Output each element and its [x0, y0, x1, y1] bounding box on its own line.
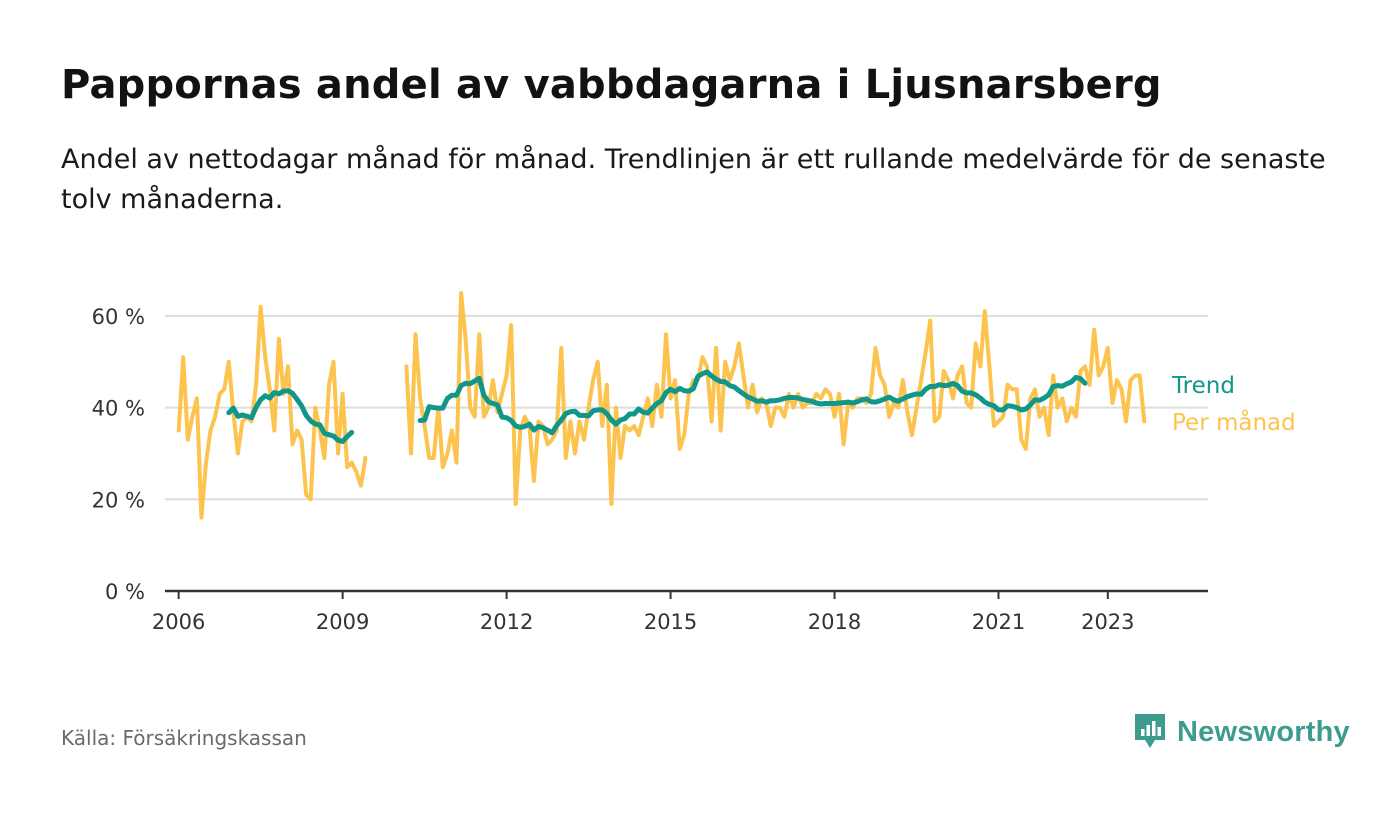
newsworthy-logo-text: Newsworthy [1177, 715, 1350, 748]
series-line-trend [226, 369, 1088, 444]
chart-title: Pappornas andel av vabbdagarna i Ljusnar… [61, 62, 1162, 108]
chart-subtitle: Andel av nettodagar månad för månad. Tre… [61, 144, 1326, 215]
x-tick-label: 2006 [152, 610, 205, 634]
x-tick-label: 2009 [316, 610, 369, 634]
x-tick-label: 2021 [972, 610, 1025, 634]
x-axis-ticks: 2006 2009 2012 2015 2018 2021 2023 [152, 591, 1135, 634]
series-lines [176, 291, 1147, 520]
x-tick-label: 2012 [480, 610, 533, 634]
x-tick-label: 2018 [808, 610, 861, 634]
series-label-trend: Trend [1171, 373, 1235, 399]
source-note: Källa: Försäkringskassan [61, 726, 307, 750]
series-line-per-manad [176, 291, 1147, 520]
y-axis-ticks: 0 % 20 % 40 % 60 % [92, 305, 145, 604]
series-label-per-manad: Per månad [1172, 408, 1296, 436]
series-end-labels: Trend Per månad [1171, 373, 1296, 436]
y-tick-label: 20 % [92, 488, 145, 512]
x-tick-label: 2023 [1081, 610, 1134, 634]
gridlines [165, 314, 1208, 593]
y-tick-label: 40 % [92, 397, 145, 421]
x-tick-label: 2015 [644, 610, 697, 634]
y-tick-label: 0 % [105, 580, 145, 604]
line-chart: 0 % 20 % 40 % 60 % 2006 2009 2012 2015 2018 2021… [92, 291, 1296, 634]
newsworthy-logo[interactable]: Newsworthy [1133, 712, 1350, 752]
newsworthy-logo-icon [1135, 714, 1165, 748]
y-tick-label: 60 % [92, 305, 145, 329]
